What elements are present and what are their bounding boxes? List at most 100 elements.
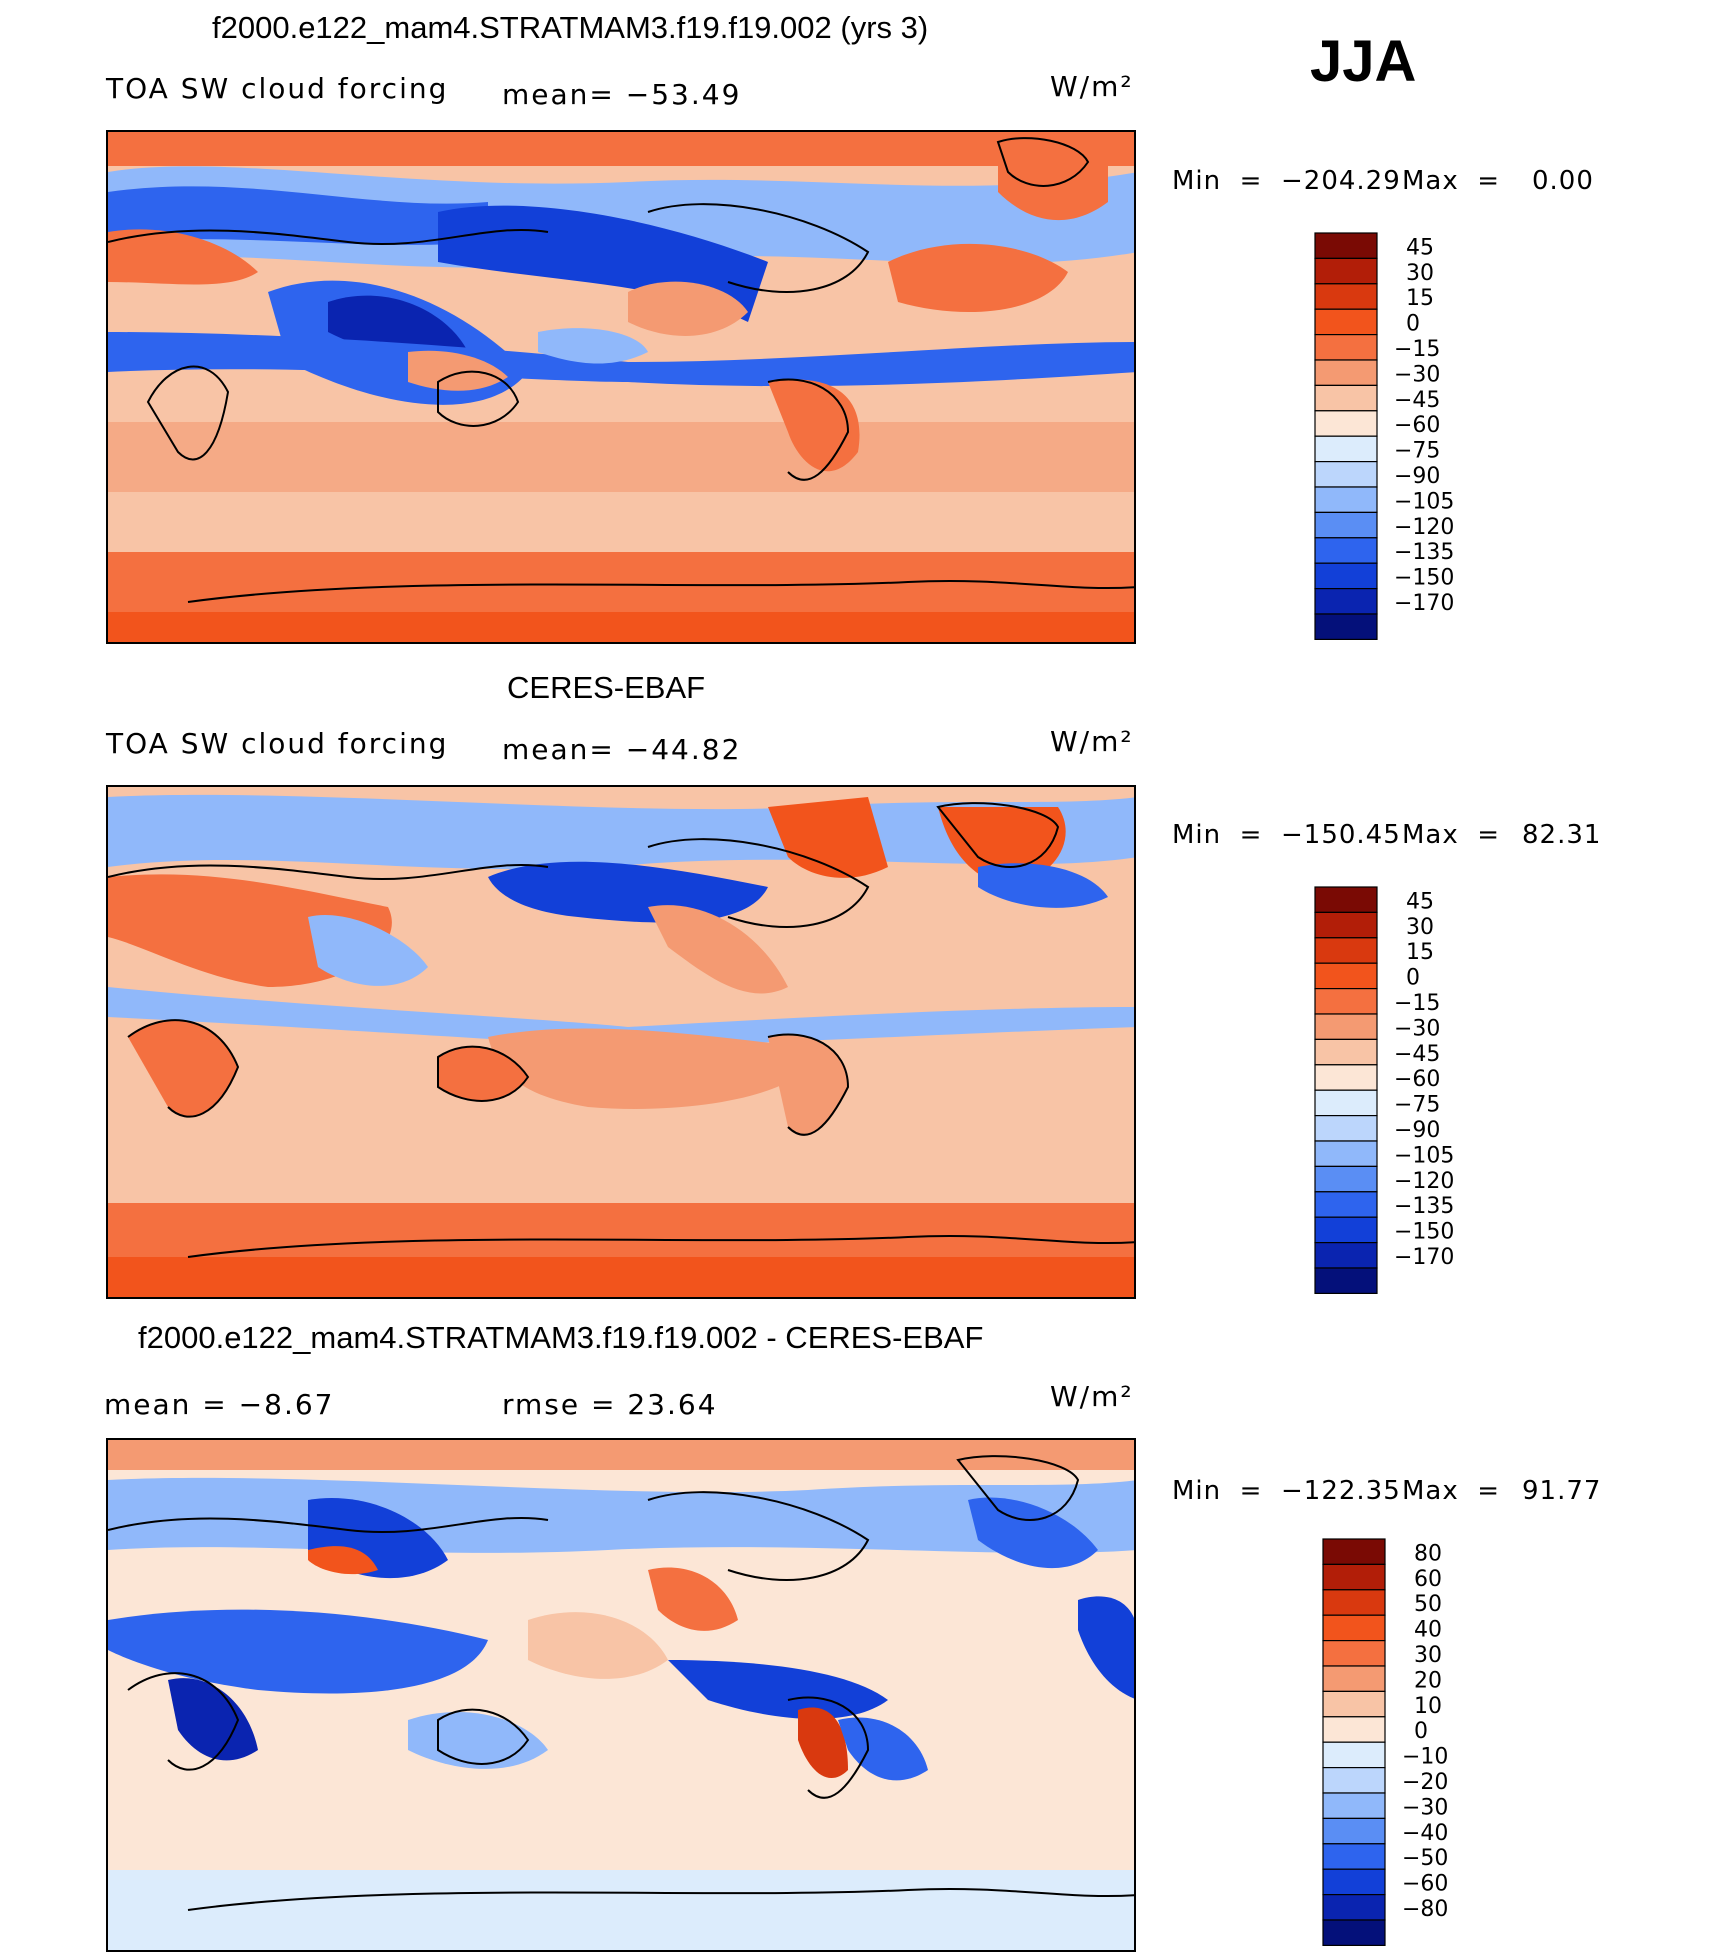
colorbar-2-swatch-7 (1314, 1064, 1378, 1091)
colorbar-1-swatch-1 (1314, 257, 1378, 285)
colorbar-2-label-5: −30 (1394, 1016, 1440, 1041)
panel-3-mean-label: mean = −8.67 (104, 1388, 335, 1421)
panel-2-max-value: 82.31 (1522, 820, 1602, 850)
colorbar-1-swatch-15 (1314, 613, 1378, 640)
panel-1-mean-label: mean= −53.49 (502, 78, 742, 111)
panel-1-title: f2000.e122_mam4.STRATMAM3.f19.f19.002 (y… (212, 10, 929, 45)
colorbar-3-label-2: 50 (1414, 1592, 1442, 1617)
colorbar-3-label-11: −40 (1402, 1821, 1448, 1846)
panel-3-min-label: Min = −122.35 (1172, 1476, 1401, 1506)
panel-2-min-value: −150.45 (1281, 820, 1401, 850)
panel-1-min-value: −204.29 (1281, 166, 1401, 196)
colorbar-1-label-3: 0 (1406, 312, 1420, 337)
panel-3-min-text: Min (1172, 1476, 1222, 1506)
colorbar-2-swatch-5 (1314, 1013, 1378, 1040)
colorbar-1-label-6: −45 (1394, 388, 1440, 413)
colorbar-1-label-1: 30 (1406, 261, 1434, 286)
panel-3-title: f2000.e122_mam4.STRATMAM3.f19.f19.002 - … (138, 1320, 984, 1355)
colorbar-2-label-0: 45 (1406, 889, 1434, 914)
colorbar-2-swatch-1 (1314, 911, 1378, 939)
colorbar-3-label-3: 40 (1414, 1618, 1442, 1643)
colorbar-2-swatch-13 (1314, 1216, 1378, 1244)
colorbar-1-swatch-0 (1314, 232, 1378, 259)
colorbar-1-swatch-13 (1314, 562, 1378, 590)
colorbar-3-label-12: −50 (1402, 1846, 1448, 1871)
panel-3-rmse-label: rmse = 23.64 (502, 1388, 718, 1421)
colorbar-2-label-6: −45 (1394, 1042, 1440, 1067)
panel-1-max-text: Max (1402, 166, 1459, 196)
colorbar-1-label-11: −120 (1394, 515, 1454, 540)
colorbar-1-label-12: −135 (1394, 540, 1454, 565)
colorbar-2-swatch-0 (1314, 886, 1378, 913)
panel-2-title: CERES-EBAF (507, 670, 706, 705)
colorbar-3-swatch-11 (1322, 1817, 1386, 1845)
colorbar-3-swatch-7 (1322, 1716, 1386, 1743)
colorbar-2-swatch-2 (1314, 937, 1378, 964)
panel-3-min-value: −122.35 (1281, 1476, 1401, 1506)
panel-3-units: W/m² (1050, 1380, 1134, 1413)
colorbar-2-label-2: 15 (1406, 940, 1434, 965)
colorbar-3-label-5: 20 (1414, 1668, 1442, 1693)
colorbar-3-label-10: −30 (1402, 1795, 1448, 1820)
panel-2-colorbar: 45 30 15 0 −15 −30 −45 −60 −75 −90 −105 −120 −135 −15… (1314, 886, 1514, 1296)
panel-2-max-label: Max = (1402, 820, 1510, 850)
colorbar-1-label-7: −60 (1394, 413, 1440, 438)
colorbar-3-swatch-15 (1322, 1919, 1386, 1946)
colorbar-1-swatch-14 (1314, 588, 1378, 615)
colorbar-3-swatch-3 (1322, 1614, 1386, 1642)
colorbar-1-label-9: −90 (1394, 464, 1440, 489)
colorbar-1-label-4: −15 (1394, 337, 1440, 362)
colorbar-1-swatch-3 (1314, 308, 1378, 336)
colorbar-3-label-13: −60 (1402, 1872, 1448, 1897)
colorbar-3-label-4: 30 (1414, 1643, 1442, 1668)
panel-3-map (106, 1438, 1136, 1952)
colorbar-2-swatch-15 (1314, 1267, 1378, 1294)
colorbar-1-label-13: −150 (1394, 566, 1454, 591)
colorbar-1-swatch-12 (1314, 537, 1378, 564)
colorbar-3-swatch-13 (1322, 1868, 1386, 1896)
colorbar-3-swatch-6 (1322, 1690, 1386, 1718)
colorbar-3-label-7: 0 (1414, 1719, 1428, 1744)
colorbar-1-label-2: 15 (1406, 286, 1434, 311)
colorbar-3-swatch-4 (1322, 1639, 1386, 1667)
panel-2-map (106, 785, 1136, 1299)
panel-2-units: W/m² (1050, 725, 1134, 758)
colorbar-2-label-1: 30 (1406, 915, 1434, 940)
colorbar-1-swatch-9 (1314, 461, 1378, 488)
colorbar-3-label-1: 60 (1414, 1567, 1442, 1592)
colorbar-1-label-0: 45 (1406, 235, 1434, 260)
panel-3-max-text: Max (1402, 1476, 1459, 1506)
colorbar-2-label-10: −105 (1394, 1143, 1454, 1168)
colorbar-2-label-7: −60 (1394, 1067, 1440, 1092)
colorbar-2-swatch-10 (1314, 1140, 1378, 1167)
panel-3-max-value: 91.77 (1522, 1476, 1602, 1506)
colorbar-2-label-9: −90 (1394, 1118, 1440, 1143)
colorbar-3-label-0: 80 (1414, 1541, 1442, 1566)
colorbar-3-label-14: −80 (1402, 1897, 1448, 1922)
colorbar-2-label-8: −75 (1394, 1093, 1440, 1118)
colorbar-1-swatch-7 (1314, 410, 1378, 437)
colorbar-3-swatch-9 (1322, 1767, 1386, 1794)
colorbar-3-swatch-1 (1322, 1563, 1386, 1591)
colorbar-1-swatch-6 (1314, 384, 1378, 412)
panel-2-variable-label: TOA SW cloud forcing (106, 727, 449, 760)
colorbar-3-label-6: 10 (1414, 1694, 1442, 1719)
panel-2-mean-label: mean= −44.82 (502, 733, 742, 766)
colorbar-2-label-11: −120 (1394, 1169, 1454, 1194)
panel-1-map (106, 130, 1136, 644)
panel-1-colorbar: 45 30 15 0 −15 −30 −45 −60 −75 −90 −105 −120 −135 −15… (1314, 232, 1514, 642)
panel-2-min-label: Min = −150.45 (1172, 820, 1401, 850)
colorbar-2-swatch-9 (1314, 1115, 1378, 1142)
colorbar-2-label-4: −15 (1394, 991, 1440, 1016)
colorbar-2-swatch-3 (1314, 962, 1378, 990)
colorbar-3-swatch-12 (1322, 1843, 1386, 1870)
colorbar-1-swatch-5 (1314, 359, 1378, 386)
colorbar-1-swatch-10 (1314, 486, 1378, 513)
colorbar-1-swatch-4 (1314, 333, 1378, 361)
colorbar-2-swatch-11 (1314, 1165, 1378, 1193)
colorbar-3-swatch-14 (1322, 1894, 1386, 1921)
colorbar-3-swatch-10 (1322, 1792, 1386, 1819)
panel-2-max-text: Max (1402, 820, 1459, 850)
colorbar-2-label-3: 0 (1406, 966, 1420, 991)
colorbar-3-swatch-8 (1322, 1741, 1386, 1769)
